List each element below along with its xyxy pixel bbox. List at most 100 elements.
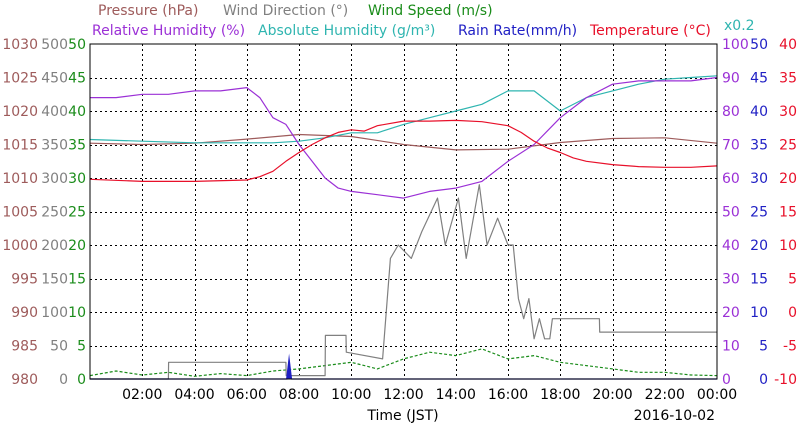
- plot-frame: [89, 43, 718, 380]
- y-tick-wind-speed: 35: [68, 138, 86, 154]
- y-tick-pressure: 1020: [2, 104, 38, 120]
- y-tick-temperature: 20: [779, 171, 797, 187]
- y-tick-rain-rate: 15: [750, 272, 768, 288]
- y-tick-wind-speed: 45: [68, 71, 86, 87]
- y-tick-pressure: 1010: [2, 171, 38, 187]
- y-tick-wind-direction: 350: [41, 138, 68, 154]
- legend-top-row: Pressure (hPa) Wind Direction (°) Wind S…: [98, 3, 493, 19]
- y-tick-wind-speed: 30: [68, 171, 86, 187]
- y-tick-relative-humidity: 10: [722, 339, 740, 355]
- y-tick-rain-rate: 30: [750, 171, 768, 187]
- y-tick-rain-rate: 50: [750, 37, 768, 53]
- legend-relative-humidity: Relative Humidity (%): [92, 23, 245, 39]
- series-wind-direction: [90, 184, 717, 380]
- x-tick-label: 06:00: [227, 387, 267, 403]
- series-wind-speed: [89, 348, 718, 377]
- y-tick-wind-direction: 250: [41, 205, 68, 221]
- legend-second-row: Relative Humidity (%) Absolute Humidity …: [92, 18, 755, 39]
- y-tick-pressure: 1025: [2, 71, 38, 87]
- y-tick-wind-direction: 150: [41, 272, 68, 288]
- y-tick-relative-humidity: 60: [722, 171, 740, 187]
- series-relative-humidity: [90, 76, 718, 199]
- x-tick-label: 02:00: [122, 387, 162, 403]
- y-tick-relative-humidity: 50: [722, 205, 740, 221]
- y-tick-temperature: 0: [788, 305, 797, 321]
- x-tick-label: 22:00: [645, 387, 685, 403]
- y-tick-wind-direction: 300: [41, 171, 68, 187]
- series-group: [89, 75, 718, 380]
- legend-absolute-humidity: Absolute Humidity (g/m³): [258, 23, 435, 39]
- y-tick-temperature: -10: [774, 372, 797, 388]
- y-tick-wind-direction: 100: [41, 305, 68, 321]
- grid: [90, 44, 717, 379]
- x-tick-label: 00:00: [697, 387, 737, 403]
- y-tick-temperature: 15: [779, 205, 797, 221]
- legend-pressure: Pressure (hPa): [98, 3, 198, 19]
- y-tick-pressure: 990: [11, 305, 38, 321]
- y-tick-wind-direction: 500: [41, 37, 68, 53]
- series-absolute-humidity: [89, 75, 718, 144]
- y-tick-temperature: 35: [779, 71, 797, 87]
- abs-humidity-factor: x0.2: [724, 18, 755, 34]
- y-tick-wind-direction: 50: [50, 339, 68, 355]
- y-tick-relative-humidity: 0: [722, 372, 731, 388]
- y-tick-rain-rate: 5: [759, 339, 768, 355]
- x-axis: 02:00 04:00 06:00 08:00 10:00 12:00 14:00 16:00…: [122, 387, 737, 403]
- legend-wind-speed: Wind Speed (m/s): [368, 3, 493, 19]
- y-tick-temperature: -5: [783, 339, 797, 355]
- x-tick-label: 20:00: [592, 387, 632, 403]
- y-tick-temperature: 25: [779, 138, 797, 154]
- y-tick-pressure: 1030: [2, 37, 38, 53]
- series-temperature: [89, 119, 718, 182]
- x-tick-label: 16:00: [488, 387, 528, 403]
- legend-rain-rate: Rain Rate(mm/h): [458, 23, 577, 39]
- y-tick-rain-rate: 20: [750, 238, 768, 254]
- x-axis-label: Time (JST): [366, 408, 438, 424]
- y-tick-rain-rate: 25: [750, 205, 768, 221]
- y-tick-pressure: 980: [11, 372, 38, 388]
- y-tick-relative-humidity: 40: [722, 238, 740, 254]
- y-tick-relative-humidity: 100: [722, 37, 749, 53]
- y-tick-wind-speed: 10: [68, 305, 86, 321]
- y-tick-temperature: 5: [788, 272, 797, 288]
- y-tick-rain-rate: 40: [750, 104, 768, 120]
- y-tick-relative-humidity: 30: [722, 272, 740, 288]
- y-tick-temperature: 30: [779, 104, 797, 120]
- y-axes: 1030102510201015101010051000995990985980…: [2, 37, 797, 388]
- y-tick-relative-humidity: 90: [722, 71, 740, 87]
- y-tick-relative-humidity: 70: [722, 138, 740, 154]
- series-rain-rate: [90, 365, 717, 380]
- x-tick-label: 14:00: [436, 387, 476, 403]
- y-tick-pressure: 1015: [2, 138, 38, 154]
- legend-temperature: Temperature (°C): [589, 23, 711, 39]
- x-tick-label: 18:00: [540, 387, 580, 403]
- y-tick-wind-speed: 15: [68, 272, 86, 288]
- y-tick-relative-humidity: 20: [722, 305, 740, 321]
- y-tick-wind-direction: 450: [41, 71, 68, 87]
- y-tick-wind-speed: 50: [68, 37, 86, 53]
- y-tick-wind-speed: 0: [77, 372, 86, 388]
- y-tick-wind-direction: 400: [41, 104, 68, 120]
- y-tick-wind-speed: 20: [68, 238, 86, 254]
- y-tick-wind-speed: 25: [68, 205, 86, 221]
- y-tick-relative-humidity: 80: [722, 104, 740, 120]
- y-tick-wind-direction: 0: [59, 372, 68, 388]
- y-tick-wind-speed: 5: [77, 339, 86, 355]
- y-tick-pressure: 1000: [2, 238, 38, 254]
- y-tick-pressure: 995: [11, 272, 38, 288]
- y-tick-wind-direction: 200: [41, 238, 68, 254]
- x-tick-label: 08:00: [279, 387, 319, 403]
- y-tick-rain-rate: 45: [750, 71, 768, 87]
- date-label: 2016-10-02: [634, 408, 715, 424]
- y-tick-pressure: 1005: [2, 205, 38, 221]
- rain-spike: [286, 353, 293, 379]
- y-tick-rain-rate: 10: [750, 305, 768, 321]
- y-tick-temperature: 10: [779, 238, 797, 254]
- legend-wind-direction: Wind Direction (°): [223, 3, 348, 19]
- y-tick-rain-rate: 0: [759, 372, 768, 388]
- y-tick-rain-rate: 35: [750, 138, 768, 154]
- y-tick-wind-speed: 40: [68, 104, 86, 120]
- y-tick-temperature: 40: [779, 37, 797, 53]
- y-tick-pressure: 985: [11, 339, 38, 355]
